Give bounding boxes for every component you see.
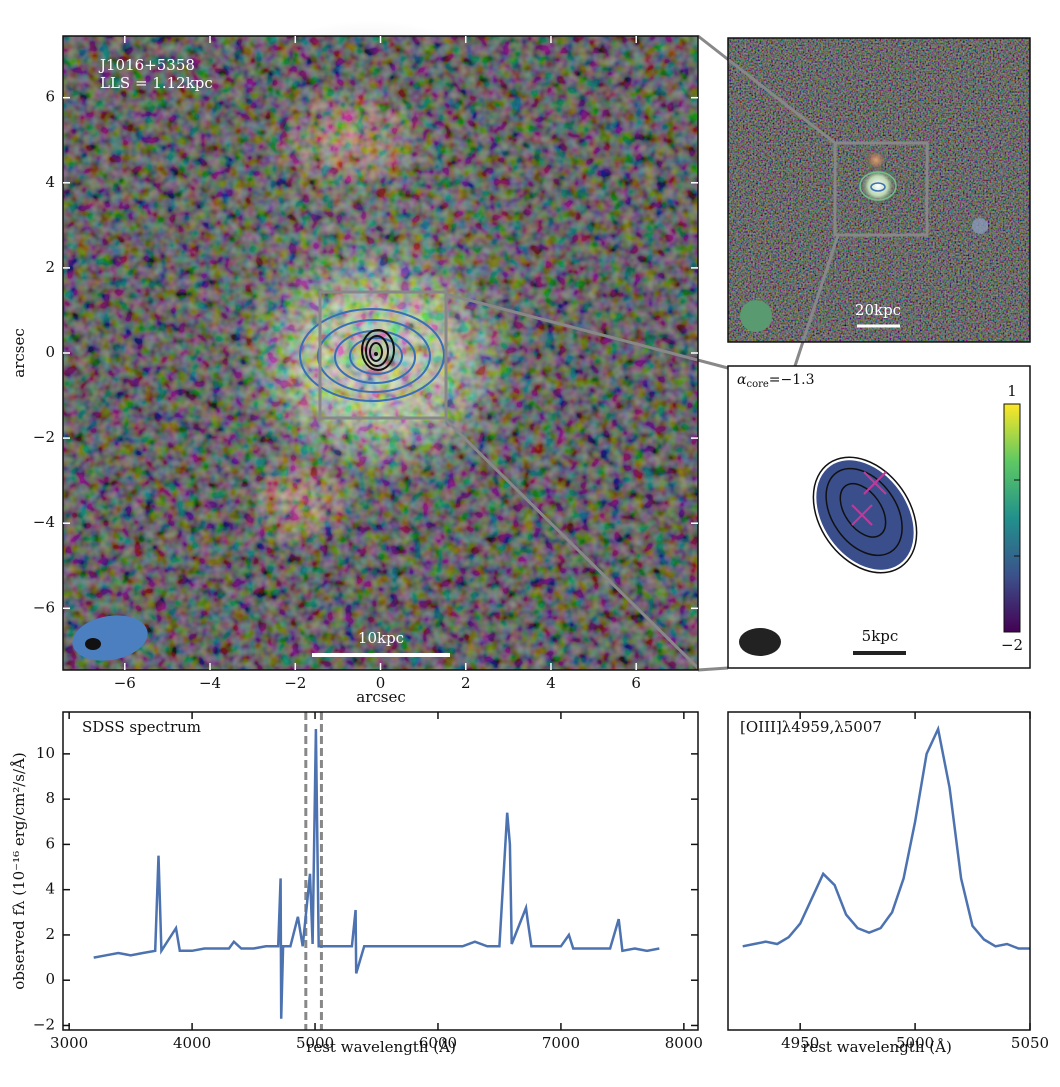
axes-frame bbox=[62, 711, 699, 1031]
y-tick-label: 2 bbox=[45, 258, 55, 276]
x-tick-label: −6 bbox=[114, 674, 136, 692]
x-tick-label: 5000 bbox=[896, 1034, 934, 1052]
spectrum-line bbox=[93, 728, 660, 1019]
y-axis-label: arcsec bbox=[10, 328, 28, 378]
scalebar-label: 10kpc bbox=[358, 629, 404, 647]
scalebar-label: 20kpc bbox=[855, 301, 901, 319]
y-tick-label: 4 bbox=[45, 880, 55, 898]
axes-frame bbox=[727, 37, 1031, 343]
x-tick-label: 5000 bbox=[296, 1034, 334, 1052]
panel-title: [OIII]λ4959,λ5007 bbox=[740, 718, 882, 736]
y-tick-label: 8 bbox=[45, 789, 55, 807]
alpha-value: =−1.3 bbox=[769, 372, 815, 388]
spectral-index-map bbox=[728, 366, 1030, 668]
scalebar-label: 5kpc bbox=[862, 627, 899, 645]
alpha-label: αcore=−1.3 bbox=[737, 372, 815, 390]
y-tick-label: 6 bbox=[45, 88, 55, 106]
x-tick-label: 0 bbox=[376, 674, 386, 692]
x-tick-label: 8000 bbox=[665, 1034, 703, 1052]
x-tick-label: 2 bbox=[461, 674, 471, 692]
y-tick-label: 10 bbox=[36, 744, 55, 762]
zoom-connector bbox=[444, 34, 840, 672]
lls-label: LLS = 1.12kpc bbox=[100, 74, 213, 92]
x-tick-label: 4950 bbox=[781, 1034, 819, 1052]
y-tick-label: −6 bbox=[33, 598, 55, 616]
x-tick-label: 4 bbox=[546, 674, 556, 692]
x-tick-label: −2 bbox=[284, 674, 306, 692]
x-tick-label: 7000 bbox=[542, 1034, 580, 1052]
axes-frame bbox=[727, 711, 1031, 1031]
colorbar-tick-label: −2 bbox=[1001, 636, 1023, 654]
panel-title: SDSS spectrum bbox=[82, 718, 201, 736]
x-axis-label: arcsec bbox=[356, 688, 406, 706]
y-tick-label: 0 bbox=[45, 970, 55, 988]
x-tick-label: 3000 bbox=[50, 1034, 88, 1052]
y-tick-label: −2 bbox=[33, 428, 55, 446]
y-tick-label: 6 bbox=[45, 834, 55, 852]
x-axis-label: rest wavelength (Å) bbox=[802, 1038, 952, 1056]
x-tick-label: 5050 bbox=[1011, 1034, 1049, 1052]
spectrum-line bbox=[742, 724, 1030, 950]
x-tick-label: 6 bbox=[631, 674, 641, 692]
wide-image bbox=[728, 38, 1030, 342]
y-tick-label: 2 bbox=[45, 925, 55, 943]
x-tick-label: −4 bbox=[199, 674, 221, 692]
y-tick-label: 4 bbox=[45, 173, 55, 191]
y-tick-label: 0 bbox=[45, 343, 55, 361]
y-tick-label: −4 bbox=[33, 513, 55, 531]
x-tick-label: 4000 bbox=[173, 1034, 211, 1052]
colorbar bbox=[1003, 403, 1021, 633]
alpha-subscript: core bbox=[746, 379, 768, 390]
colorbar-tick-label: 1 bbox=[1007, 382, 1017, 400]
y-axis-label: observed fλ (10⁻¹⁶ erg/cm²/s/Å) bbox=[10, 752, 28, 989]
y-tick-label: −2 bbox=[33, 1015, 55, 1033]
source-name: J1016+5358 bbox=[98, 56, 195, 74]
alpha-symbol: α bbox=[737, 372, 747, 388]
axes-frame bbox=[727, 365, 1031, 669]
x-axis-label: rest wavelength (Å) bbox=[306, 1038, 456, 1056]
x-tick-label: 6000 bbox=[419, 1034, 457, 1052]
